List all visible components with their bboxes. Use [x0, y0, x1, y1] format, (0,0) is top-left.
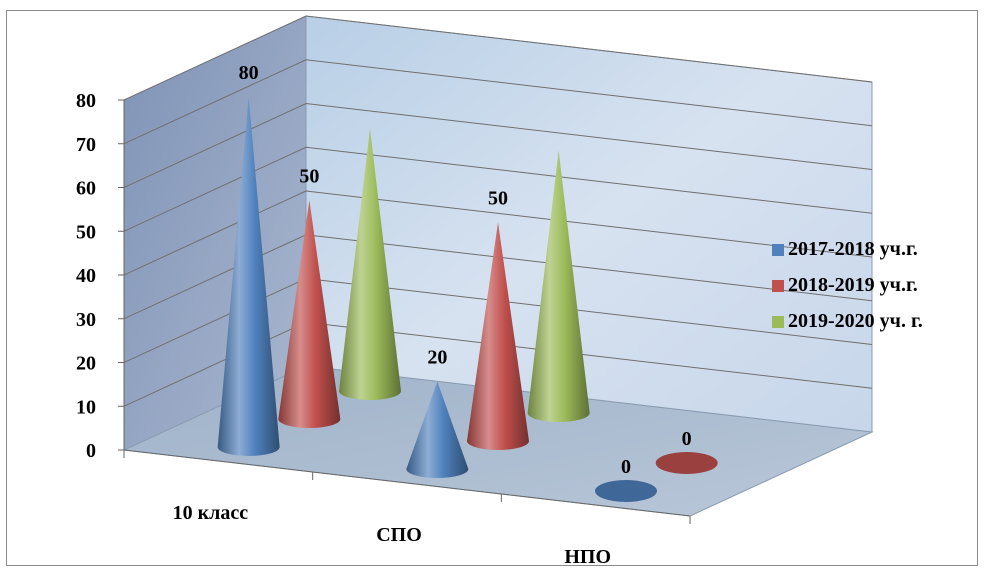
cone-1-2 [655, 452, 718, 474]
y-tick-label: 60 [76, 178, 96, 200]
legend-label: 2017-2018 уч.г. [788, 238, 918, 260]
gridline [123, 102, 873, 188]
cone-1-1 [467, 222, 529, 450]
y-tick-label: 0 [86, 440, 96, 462]
legend-swatch [772, 243, 784, 256]
data-label: 0 [621, 456, 631, 478]
y-tick-label: 30 [76, 309, 96, 331]
y-tick-label: 40 [76, 265, 96, 287]
cone-0-1 [406, 381, 469, 478]
legend-label: 2018-2019 уч.г. [788, 274, 918, 296]
gridline [123, 146, 873, 232]
y-tick-label: 20 [76, 353, 96, 375]
legend-label: 2019-2020 уч. г. [788, 310, 923, 332]
cone-0-2 [595, 480, 657, 502]
y-tick-label: 70 [76, 134, 96, 156]
legend-swatch [772, 279, 784, 292]
legend-item: 2017-2018 уч.г. [772, 236, 923, 263]
gridline [123, 190, 873, 276]
cone-0-0 [217, 97, 280, 456]
x-axis-line [123, 449, 691, 517]
cone-1-0 [278, 200, 341, 428]
data-label: 50 [488, 187, 508, 209]
legend-item: 2018-2019 уч.г. [772, 272, 923, 299]
gridline [123, 59, 873, 145]
data-label: 0 [682, 428, 692, 450]
y-tick-label: 50 [76, 221, 96, 243]
x-tick-label: СПО [376, 524, 422, 546]
x-tick-label: 10 класс [173, 502, 249, 524]
legend-item: 2019-2020 уч. г. [772, 308, 923, 335]
y-tick-label: 10 [76, 396, 96, 418]
y-tick-label: 80 [76, 90, 96, 112]
data-label: 50 [299, 165, 319, 187]
data-label: 20 [427, 347, 447, 369]
legend-swatch [772, 315, 784, 328]
cone-2-1 [527, 150, 590, 422]
x-tick-label: НПО [564, 546, 611, 568]
data-label: 80 [239, 62, 259, 84]
gridline [123, 15, 873, 101]
cone-2-0 [339, 128, 401, 400]
chart-legend: 2017-2018 уч.г. 2018-2019 уч.г. 2019-2020 … [772, 236, 923, 344]
